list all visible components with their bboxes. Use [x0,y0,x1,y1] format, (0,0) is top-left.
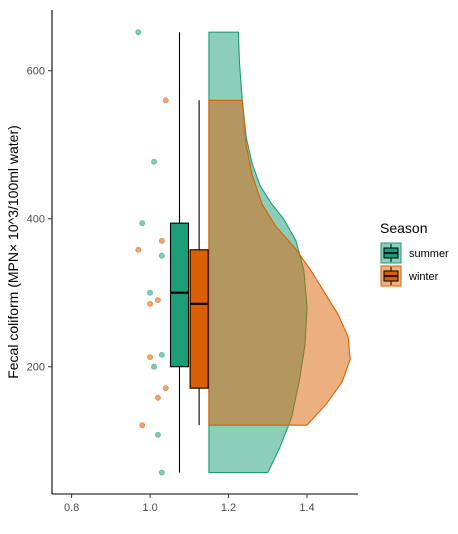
legend: Season summer winter [380,220,449,287]
x-tick-label: 1.0 [142,502,157,514]
violin-layer [208,31,351,474]
point-summer [158,469,165,476]
box-winter [189,249,209,389]
point-summer [151,158,157,165]
point-winter [162,97,169,104]
legend-title: Season [380,220,427,236]
point-summer [147,289,153,296]
point-winter [147,354,153,360]
point-winter [155,394,161,401]
y-tick-label: 200 [27,362,45,374]
point-summer [158,351,165,358]
y-tick-label: 400 [27,214,45,226]
boxplot-layer [169,32,209,473]
point-winter [139,422,146,429]
point-winter [147,300,153,307]
x-tick-label: 0.8 [64,502,79,514]
violin-winter [208,99,351,426]
y-tick-label: 600 [27,66,45,78]
legend-label-winter: winter [408,271,439,283]
axes: 200 400 600 0.8 1.0 1.2 1.4 [27,10,358,514]
x-tick-label: 1.2 [221,502,236,514]
point-summer [158,252,165,259]
legend-label-summer: summer [409,248,449,260]
jitter-points-layer [135,29,169,476]
point-winter [155,297,161,304]
point-winter [158,237,165,244]
x-tick-label: 1.4 [299,502,314,514]
y-axis-title: Fecal coliform (MPN× 10^3/100ml water) [5,125,21,379]
point-summer [139,220,146,227]
point-summer [135,29,142,36]
point-winter [162,385,169,392]
box-summer [169,222,190,368]
point-summer [151,363,157,370]
point-summer [155,431,161,438]
point-winter [135,246,142,253]
